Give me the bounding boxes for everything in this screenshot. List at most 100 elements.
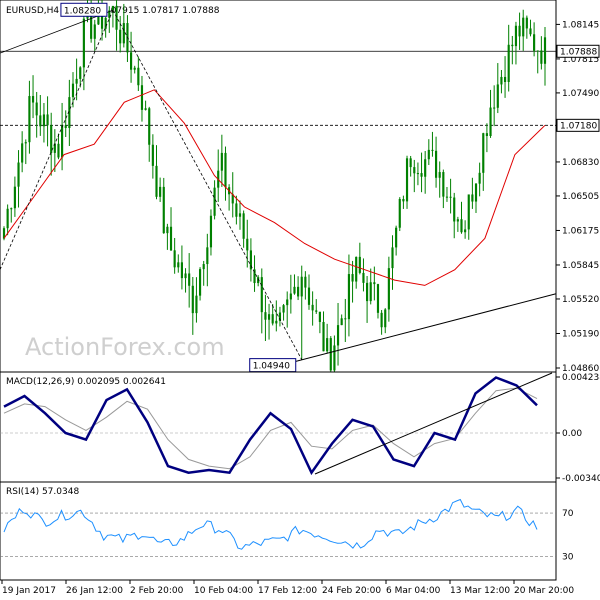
candle-body	[482, 133, 485, 173]
price-tick-label: 1.04860	[562, 364, 599, 374]
candle-body	[307, 287, 311, 305]
candle-body	[173, 250, 176, 268]
candle-body	[376, 284, 380, 313]
candle-body	[231, 194, 234, 204]
candle-body	[260, 277, 263, 313]
price-tick-label: 1.06830	[562, 158, 599, 168]
candle-body	[438, 172, 441, 178]
candle-body	[329, 338, 332, 371]
x-tick-label: 26 Jan 12:00	[66, 586, 123, 596]
candle-body	[264, 312, 267, 320]
candle-body	[2, 228, 6, 239]
candle-body	[17, 162, 20, 187]
macd-trendline	[314, 372, 553, 475]
candle-body	[144, 108, 147, 110]
candle-body	[318, 311, 321, 322]
candle-body	[311, 304, 314, 311]
high-annotation-label: 1.08280	[64, 6, 101, 16]
rise-trendline	[0, 10, 114, 270]
candle-body	[140, 85, 144, 110]
candle-body	[347, 274, 351, 320]
candle-body	[489, 107, 492, 136]
level-box	[556, 44, 600, 58]
candle-body	[358, 256, 361, 273]
candle-body	[155, 165, 158, 197]
candle-body	[162, 186, 165, 234]
candle-body	[395, 227, 398, 248]
candle-body	[340, 318, 343, 326]
candle-body	[540, 50, 543, 64]
candle-body	[304, 276, 307, 288]
support-trendline	[271, 293, 557, 369]
candle-body	[427, 149, 430, 160]
candle-body	[474, 183, 478, 202]
candle-body	[184, 273, 187, 279]
candle-body	[453, 197, 456, 222]
candle-body	[442, 172, 445, 197]
candle-body	[529, 28, 532, 35]
candle-body	[434, 150, 438, 178]
level-label: 1.07180	[560, 121, 597, 131]
candle-body	[202, 264, 205, 270]
candle-body	[355, 256, 358, 282]
rsi-tick-label: 70	[562, 509, 574, 519]
level-box	[556, 118, 600, 132]
rsi-panel-frame	[0, 481, 557, 581]
trendlines: 1.08280 1.04940	[0, 2, 557, 373]
low-annotation-label: 1.04940	[253, 362, 290, 372]
candle-body	[409, 158, 412, 168]
candle-body	[188, 273, 191, 286]
candle-body	[402, 199, 405, 202]
candle-body	[336, 325, 340, 346]
candle-body	[21, 143, 24, 163]
candle-body	[68, 97, 71, 129]
candle-body	[420, 173, 423, 177]
candle-body	[57, 143, 60, 158]
rsi-line	[3, 498, 538, 550]
price-tick-label: 1.07490	[562, 89, 599, 99]
candle-body	[333, 345, 336, 371]
candle-body	[449, 196, 452, 198]
candle-body	[108, 10, 111, 18]
candle-body	[300, 276, 303, 297]
candle-body	[93, 24, 96, 39]
candle-body	[275, 320, 278, 324]
macd-line	[3, 376, 538, 476]
candle-body	[53, 143, 56, 153]
candle-body	[413, 167, 416, 174]
x-tick-label: 19 Jan 2017	[2, 586, 56, 596]
candle-body	[387, 268, 390, 310]
candle-body	[293, 286, 296, 294]
candle-body	[122, 23, 125, 44]
candle-body	[42, 114, 46, 127]
candle-body	[536, 50, 539, 52]
candle-body	[90, 10, 93, 39]
candle-body	[485, 133, 488, 136]
candle-body	[322, 321, 325, 352]
candle-body	[471, 194, 474, 202]
x-tick-label: 13 Mar 12:00	[450, 586, 510, 596]
candle-body	[39, 115, 42, 127]
watermark: ActionForex.com	[25, 333, 225, 361]
x-tick-label: 24 Feb 20:00	[322, 586, 381, 596]
candle-body	[213, 187, 216, 216]
candle-body	[129, 52, 133, 70]
macd-axis: 0.004238 0.00 -0.003404	[0, 373, 600, 484]
candle-body	[75, 78, 78, 84]
candle-body	[242, 213, 245, 239]
candle-body	[246, 238, 249, 251]
candle-body	[366, 282, 369, 302]
candle-body	[380, 312, 383, 328]
time-axis: 19 Jan 2017 26 Jan 12:00 2 Feb 20:00 10 Feb…	[1, 580, 574, 596]
candle-body	[249, 250, 252, 270]
level-label: 1.07888	[560, 47, 597, 57]
candle-body	[238, 213, 242, 217]
candle-body	[398, 199, 401, 228]
candle-body	[445, 196, 449, 198]
candle-body	[500, 76, 503, 85]
candle-body	[257, 277, 260, 284]
candle-body	[478, 172, 481, 184]
candle-body	[416, 173, 420, 175]
candle-body	[431, 149, 434, 151]
macd-tick-label: 0.004238	[562, 373, 600, 383]
